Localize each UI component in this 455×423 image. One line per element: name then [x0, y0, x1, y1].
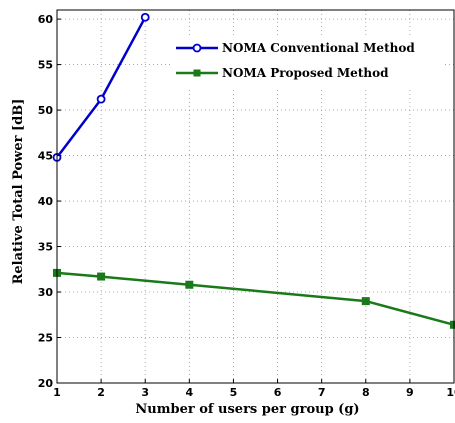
x-tick-label: 8 [362, 386, 370, 399]
x-tick-label: 9 [406, 386, 414, 399]
y-tick-label: 50 [38, 104, 54, 117]
x-tick-label: 3 [141, 386, 149, 399]
legend-marker-2 [193, 69, 201, 77]
x-tick-label: 6 [274, 386, 282, 399]
series-point-2 [185, 280, 194, 289]
legend: NOMA Conventional Method NOMA Proposed Me… [172, 36, 442, 88]
series-point-2 [97, 272, 106, 281]
y-axis-label: Relative Total Power [dB] [11, 99, 26, 285]
y-tick-label: 25 [38, 332, 53, 345]
series-line-2 [56, 271, 455, 327]
legend-marker-1 [192, 43, 202, 53]
legend-label-2: NOMA Proposed Method [222, 66, 389, 80]
x-tick-label: 7 [318, 386, 326, 399]
plot-frame [56, 9, 455, 384]
y-tick-label: 40 [38, 195, 54, 208]
y-tick-label: 60 [38, 13, 54, 26]
y-tick-label: 55 [38, 59, 53, 72]
x-tick-label: 4 [186, 386, 194, 399]
y-tick-label: 45 [38, 150, 53, 163]
series-point-2 [361, 297, 370, 306]
legend-box [172, 36, 442, 88]
x-tick-label: 10 [446, 386, 455, 399]
x-tick-label: 2 [97, 386, 105, 399]
x-axis-label: Number of users per group (g) [135, 402, 359, 417]
y-tick-label: 35 [38, 241, 53, 254]
x-tick-label: 1 [53, 386, 61, 399]
series-point-1 [96, 94, 106, 104]
x-tick-label: 5 [230, 386, 238, 399]
y-tick-label: 30 [38, 286, 54, 299]
legend-label-1: NOMA Conventional Method [222, 41, 415, 55]
y-tick-label: 20 [38, 377, 54, 390]
series-point-1 [140, 12, 150, 22]
axis-ticks: 12345678910202530354045505560 [38, 13, 455, 399]
